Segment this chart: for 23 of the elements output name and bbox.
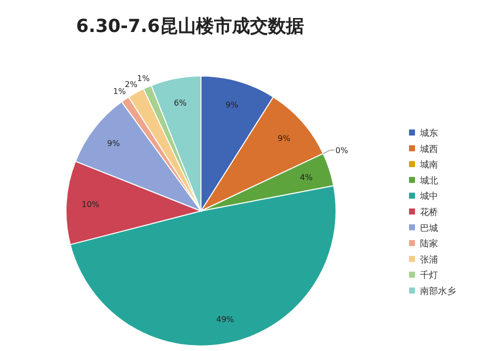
legend-label: 张浦 [420,254,438,266]
legend-label: 巴城 [420,222,438,234]
legend-label: 城中 [419,191,438,202]
legend-label: 千灯 [420,270,438,282]
data-label: 9% [278,134,291,143]
text: 0% [335,146,348,156]
legend-label: 城北 [419,175,438,186]
legend-label: 南部水乡 [420,286,456,297]
legend-label: 城东 [419,128,438,139]
data-label: 49% [216,315,234,324]
legend-label: 陆家 [420,238,438,250]
data-label: 2% [124,80,138,89]
data-label: 1% [113,87,126,96]
legend-label: 花桥 [420,207,438,218]
data-label: 9% [107,139,120,148]
data-label: 1% [137,74,150,83]
chart-title: 6.30-7.6昆山楼市成交数据 [76,16,304,37]
data-label: 9% [226,100,239,110]
legend-label: 城西 [419,144,438,155]
data-label: 10% [82,200,100,210]
data-label: 4% [300,172,314,182]
legend-label: 城南 [419,160,438,171]
data-label: 6% [174,98,187,108]
